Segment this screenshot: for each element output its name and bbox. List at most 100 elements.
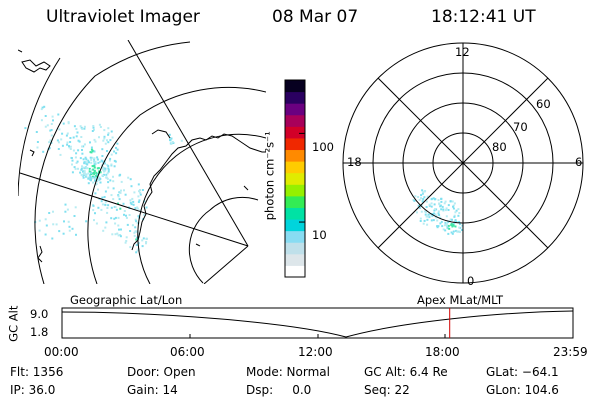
- aurora-pixel: [450, 231, 453, 234]
- aurora-pixel: [103, 129, 106, 132]
- aurora-pixel: [40, 108, 43, 111]
- aurora-pixel: [117, 224, 120, 227]
- aurora-pixel: [92, 165, 95, 168]
- aurora-pixel: [93, 173, 96, 176]
- colorbar-band: [285, 126, 305, 139]
- aurora-pixel: [99, 171, 102, 174]
- aurora-pixel: [432, 219, 435, 222]
- aurora-pixel: [92, 168, 95, 171]
- aurora-pixel: [93, 138, 96, 141]
- aurora-pixel: [127, 176, 130, 179]
- aurora-pixel: [451, 224, 454, 226]
- aurora-pixel: [96, 173, 99, 176]
- aurora-pixel: [134, 226, 137, 229]
- instrument-title: Ultraviolet Imager: [46, 7, 200, 27]
- aurora-pixel: [134, 230, 137, 233]
- mlt-label-0: 0: [467, 274, 475, 288]
- aurora-pixel: [62, 232, 65, 235]
- aurora-pixel: [420, 194, 423, 197]
- aurora-emission-polar: [412, 189, 464, 235]
- aurora-pixel: [137, 183, 140, 186]
- colorbar-ticks: [299, 132, 305, 223]
- aurora-pixel: [133, 231, 136, 234]
- aurora-pixel: [422, 222, 425, 225]
- aurora-pixel: [447, 224, 450, 227]
- aurora-pixel: [88, 161, 90, 164]
- aurora-pixel: [129, 230, 132, 232]
- aurora-pixel: [417, 204, 420, 207]
- aurora-pixel: [420, 210, 423, 213]
- aurora-pixel: [110, 217, 113, 220]
- aurora-pixel: [414, 195, 417, 198]
- aurora-pixel: [440, 208, 443, 211]
- aurora-pixel: [82, 170, 85, 173]
- timeline-frame: [61, 307, 574, 339]
- colorbar-unit-label: photon cm⁻²s⁻¹: [262, 131, 277, 221]
- aurora-pixel: [437, 212, 440, 215]
- aurora-pixel: [50, 141, 53, 144]
- aurora-pixel: [89, 178, 92, 181]
- timeline-axis-title: GC Alt: [6, 305, 21, 342]
- diagonal-line: [377, 77, 549, 249]
- aurora-pixel: [413, 199, 416, 202]
- coastline: [243, 185, 249, 191]
- aurora-pixel: [79, 157, 82, 160]
- aurora-pixel: [132, 203, 135, 206]
- aurora-pixel: [91, 130, 94, 132]
- aurora-pixel: [99, 161, 101, 163]
- aurora-pixel: [435, 216, 438, 219]
- meridian-line: [203, 245, 249, 284]
- aurora-pixel: [137, 242, 140, 245]
- aurora-pixel: [77, 139, 80, 142]
- status-gc-alt: GC Alt: 6.4 Re: [364, 365, 448, 379]
- aurora-pixel: [439, 222, 442, 225]
- aurora-pixel: [89, 156, 92, 159]
- aurora-pixel: [430, 205, 433, 208]
- timeline-ticks: [61, 334, 574, 338]
- aurora-pixel: [442, 208, 445, 211]
- aurora-pixel: [141, 245, 144, 248]
- aurora-pixel: [114, 222, 117, 225]
- aurora-pixel: [136, 236, 139, 239]
- polar-grid: [342, 42, 584, 284]
- aurora-pixel: [134, 218, 137, 221]
- aurora-pixel: [115, 152, 118, 155]
- aurora-pixel: [136, 206, 139, 209]
- aurora-pixel: [93, 219, 95, 222]
- aurora-pixel: [425, 206, 428, 208]
- aurora-pixel: [95, 175, 98, 178]
- aurora-pixel: [107, 132, 110, 135]
- aurora-pixel: [48, 141, 50, 144]
- aurora-pixel: [94, 192, 97, 195]
- aurora-pixel: [90, 177, 93, 180]
- aurora-pixel: [85, 158, 88, 161]
- aurora-pixel: [110, 153, 113, 156]
- aurora-pixel: [443, 202, 446, 205]
- status-ip: IP: 36.0: [10, 383, 56, 397]
- aurora-pixel: [103, 170, 106, 173]
- geographic-map-panel: [18, 40, 266, 284]
- aurora-pixel: [98, 176, 101, 179]
- aurora-pixel: [44, 218, 47, 221]
- aurora-pixel: [89, 176, 92, 179]
- aurora-pixel: [446, 226, 449, 229]
- aurora-pixel: [129, 201, 132, 204]
- aurora-pixel: [457, 214, 460, 217]
- aurora-pixel: [81, 149, 83, 151]
- aurora-pixel: [423, 196, 426, 199]
- aurora-pixel: [73, 125, 76, 128]
- aurora-pixel: [437, 199, 440, 202]
- aurora-pixel: [458, 223, 461, 226]
- aurora-pixel: [434, 208, 437, 211]
- aurora-pixel: [85, 220, 88, 223]
- timeline-left-title: Geographic Lat/Lon: [70, 293, 183, 307]
- aurora-pixel: [102, 139, 105, 142]
- aurora-pixel: [145, 237, 148, 240]
- aurora-pixel: [124, 193, 127, 196]
- aurora-pixel: [58, 128, 61, 131]
- aurora-pixel: [120, 228, 122, 231]
- aurora-pixel: [98, 170, 100, 173]
- aurora-pixel: [52, 223, 55, 226]
- aurora-pixel: [79, 125, 82, 128]
